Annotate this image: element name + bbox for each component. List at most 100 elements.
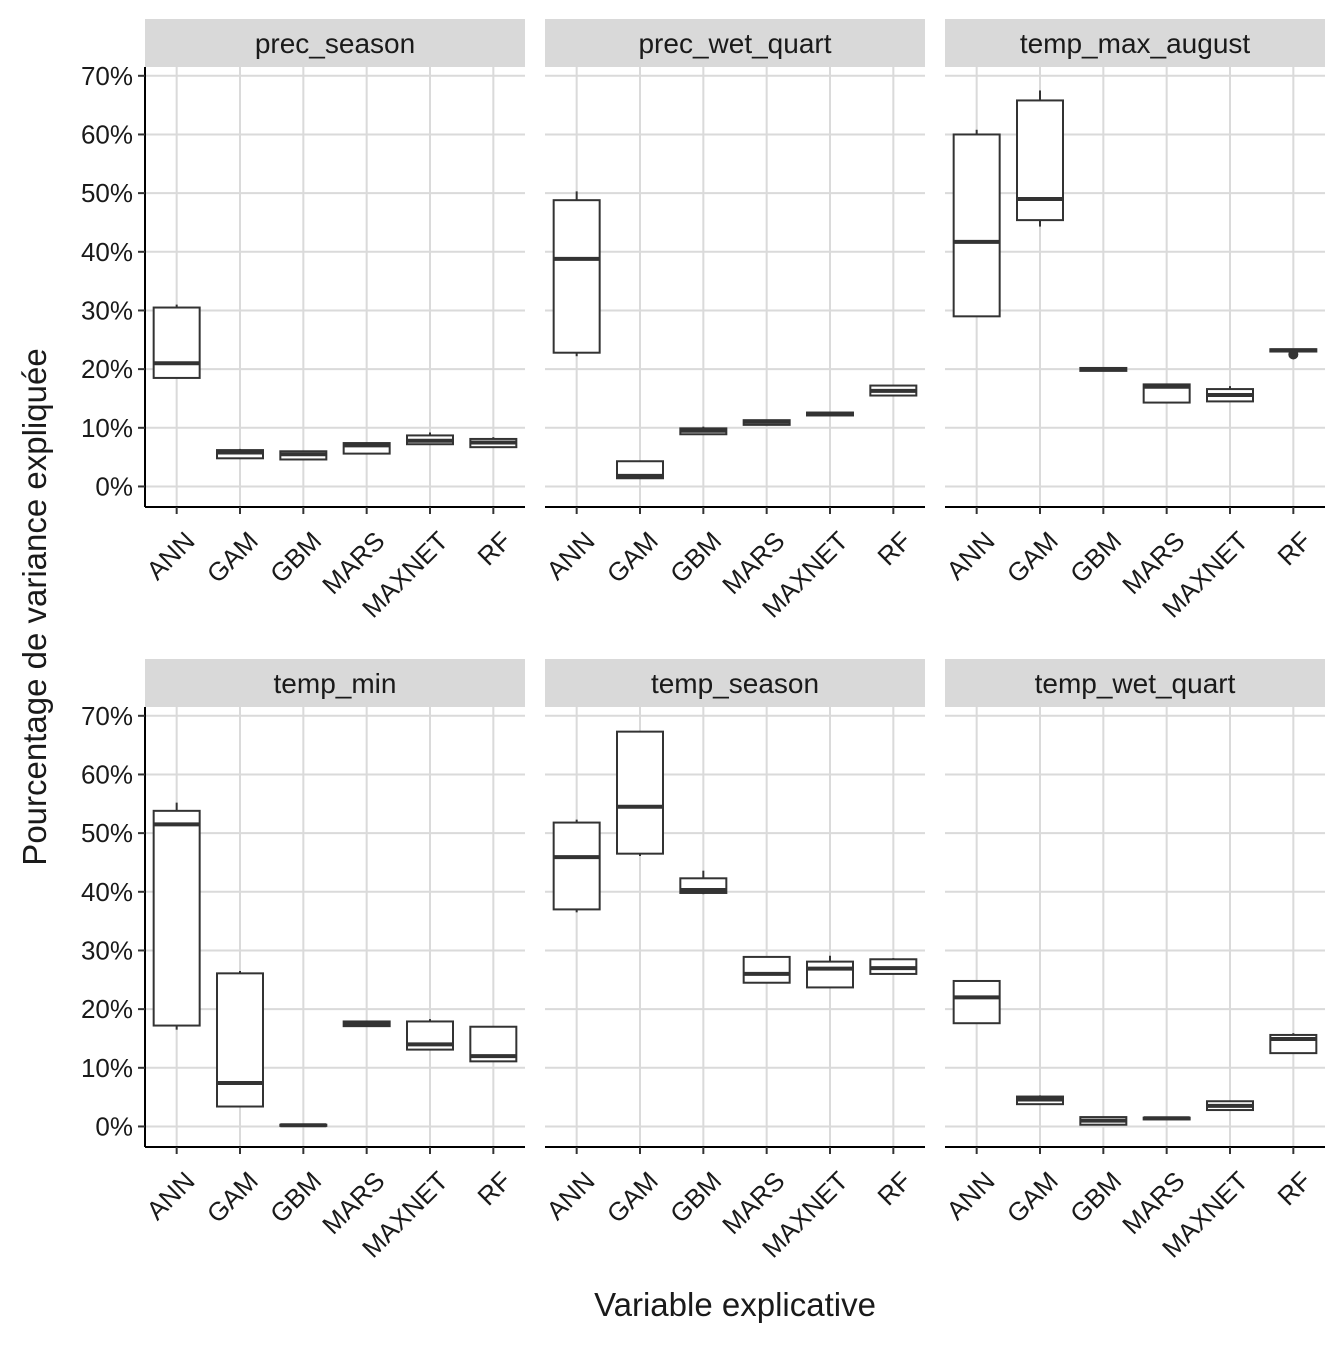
x-tick-label: GAM	[1001, 526, 1064, 589]
box-iqr	[216, 972, 264, 1108]
y-tick-label: 30%	[81, 935, 133, 965]
panel-title: temp_wet_quart	[1035, 668, 1236, 699]
box-iqr	[152, 809, 201, 1027]
panel-title: prec_season	[255, 28, 415, 59]
box-iqr	[342, 442, 391, 455]
box-iqr	[616, 730, 664, 855]
box-ANN	[952, 979, 1001, 1025]
box-MARS	[742, 955, 791, 984]
y-tick-label: 60%	[81, 759, 133, 789]
box-GBM	[1079, 366, 1128, 372]
y-tick-label: 30%	[81, 295, 133, 325]
x-tick-label: GAM	[201, 526, 264, 589]
x-tick-label: ANN	[540, 526, 600, 586]
box-MARS	[342, 1020, 391, 1028]
y-tick-label: 60%	[81, 119, 133, 149]
panel-strip	[945, 19, 1325, 67]
box-GAM	[216, 448, 264, 460]
x-tick-label: RF	[871, 526, 917, 572]
panel-title: prec_wet_quart	[638, 28, 831, 59]
box-MAXNET	[1206, 386, 1254, 403]
y-tick-label: 0%	[95, 1111, 133, 1141]
panel-strip	[145, 659, 525, 707]
box-GAM	[616, 460, 664, 480]
box-iqr	[1142, 383, 1191, 404]
x-tick-label: RF	[471, 526, 517, 572]
box-GBM	[1079, 1116, 1128, 1126]
outlier-point	[1288, 349, 1299, 360]
box-GBM	[679, 426, 728, 436]
box-RF	[1269, 348, 1318, 360]
box-MAXNET	[406, 1019, 454, 1051]
x-tick-label: GAM	[1001, 1166, 1064, 1229]
panel-title: temp_season	[651, 668, 819, 699]
box-MARS	[742, 419, 791, 426]
box-RF	[1269, 1033, 1318, 1055]
x-tick-label: ANN	[940, 526, 1000, 586]
y-tick-label: 20%	[81, 354, 133, 384]
x-axis-title: Variable explicative	[594, 1286, 876, 1323]
box-RF	[469, 1025, 518, 1063]
x-tick-label: GAM	[601, 1166, 664, 1229]
box-iqr	[806, 960, 854, 989]
box-iqr	[552, 821, 601, 911]
box-MAXNET	[806, 955, 854, 989]
x-tick-label: ANN	[140, 1166, 200, 1226]
box-ANN	[952, 129, 1001, 318]
y-tick-label: 40%	[81, 237, 133, 267]
panel-strip	[545, 659, 925, 707]
y-tick-label: 20%	[81, 994, 133, 1024]
x-tick-label: GAM	[201, 1166, 264, 1229]
box-GBM	[279, 450, 328, 461]
box-iqr	[152, 306, 201, 379]
x-tick-label: RF	[471, 1166, 517, 1212]
box-ANN	[152, 304, 201, 379]
panel-strip	[545, 19, 925, 67]
box-GAM	[216, 971, 264, 1108]
box-GAM	[616, 730, 664, 857]
box-iqr	[952, 979, 1001, 1025]
x-tick-label: ANN	[940, 1166, 1000, 1226]
box-MAXNET	[806, 411, 854, 417]
box-RF	[869, 958, 918, 975]
panel-title: temp_max_august	[1020, 28, 1251, 59]
box-MAXNET	[406, 432, 454, 446]
panel-strip	[145, 19, 525, 67]
box-GBM	[279, 1123, 328, 1128]
box-MAXNET	[1206, 1100, 1254, 1112]
x-tick-label: GAM	[601, 526, 664, 589]
box-GAM	[1016, 1095, 1064, 1106]
box-iqr	[552, 199, 601, 354]
box-RF	[869, 384, 918, 397]
box-MARS	[1142, 1116, 1191, 1121]
y-tick-label: 50%	[81, 818, 133, 848]
x-tick-label: ANN	[540, 1166, 600, 1226]
y-tick-label: 10%	[81, 1053, 133, 1083]
box-ANN	[552, 191, 601, 357]
y-tick-label: 40%	[81, 877, 133, 907]
y-tick-label: 70%	[81, 61, 133, 91]
panel-prec_season: prec_season 0% 10% 20% 30% 40% 50% 60% 70% ANN GAM…	[81, 19, 525, 623]
box-ANN	[152, 802, 201, 1030]
y-tick-label: 70%	[81, 701, 133, 731]
box-iqr	[1016, 99, 1064, 222]
box-ANN	[552, 819, 601, 913]
y-axis-title: Pourcentage de variance expliquée	[16, 348, 53, 865]
y-tick-label: 0%	[95, 471, 133, 501]
x-tick-label: RF	[1271, 1166, 1317, 1212]
panel-title: temp_min	[274, 668, 397, 699]
box-MARS	[342, 442, 391, 455]
x-tick-label: RF	[1271, 526, 1317, 572]
box-MARS	[1142, 383, 1191, 404]
box-GAM	[1016, 90, 1064, 227]
x-tick-label: ANN	[140, 526, 200, 586]
box-iqr	[952, 133, 1001, 318]
y-tick-label: 50%	[81, 178, 133, 208]
